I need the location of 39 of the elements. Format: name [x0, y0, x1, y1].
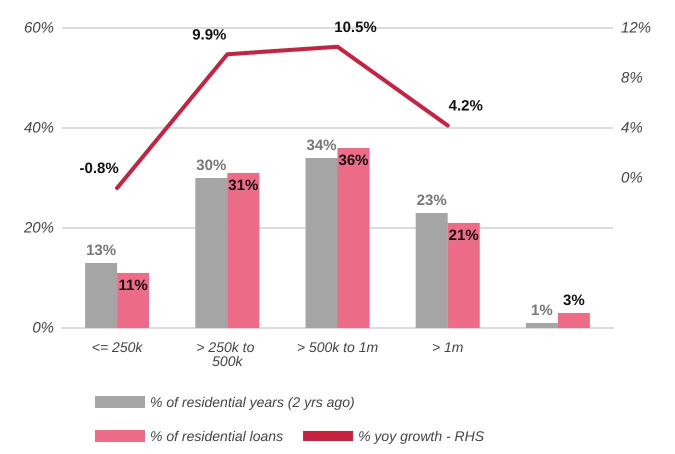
y2-tick-label: 12%: [621, 20, 652, 36]
data-label: 30%: [196, 157, 226, 174]
data-label: 23%: [416, 192, 447, 209]
bar: [85, 263, 118, 328]
y2-tick-label: 8%: [621, 70, 643, 86]
data-label: 10.5%: [334, 18, 377, 36]
y-tick-label: 40%: [24, 120, 54, 136]
bar: [338, 148, 370, 328]
data-label: 9.9%: [192, 26, 226, 44]
data-label: 13%: [86, 242, 116, 259]
bar: [558, 313, 590, 328]
x-tick-label: > 500k to 1m: [296, 339, 378, 355]
y2-tick-label: 0%: [621, 170, 643, 186]
data-label: 1%: [531, 302, 553, 319]
data-label: 3%: [563, 292, 585, 309]
legend-label: % of residential years (2 yrs ago): [150, 394, 355, 410]
bar: [416, 213, 448, 328]
legend-label: % yoy growth - RHS: [358, 428, 485, 444]
x-tick-label: > 250k to 500k: [196, 339, 258, 369]
bar: [448, 223, 480, 328]
bar: [526, 323, 558, 328]
y-tick-label: 20%: [22, 220, 54, 236]
bar: [306, 158, 338, 328]
x-tick-label: > 1m: [432, 339, 464, 355]
legend-label: % of residential loans: [150, 428, 284, 444]
data-label: 36%: [338, 152, 369, 169]
y-tick-label: 60%: [24, 20, 54, 36]
y-tick-label: 0%: [32, 320, 54, 336]
bar: [227, 173, 260, 328]
data-label: -0.8%: [80, 160, 119, 177]
data-label: 11%: [118, 277, 148, 294]
y2-tick-label: 4%: [621, 120, 643, 136]
x-tick-label: <= 250k: [92, 339, 144, 355]
data-label: 21%: [448, 227, 479, 244]
data-label: 31%: [228, 177, 258, 194]
data-label: 34%: [306, 137, 337, 154]
data-label: 4.2%: [448, 98, 483, 114]
bar: [117, 273, 150, 328]
bar: [195, 178, 228, 328]
